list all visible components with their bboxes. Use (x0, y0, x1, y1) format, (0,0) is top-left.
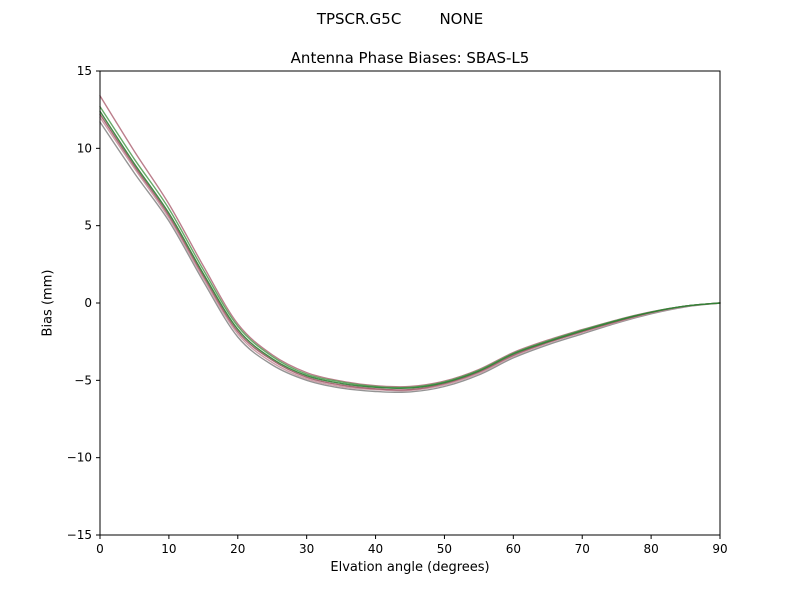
x-tick-label: 50 (437, 542, 452, 556)
y-tick-label: −5 (74, 373, 92, 387)
x-tick-label: 60 (506, 542, 521, 556)
y-tick-label: −15 (67, 528, 92, 542)
y-tick-label: 10 (77, 141, 92, 155)
x-axis-label: Elvation angle (degrees) (330, 560, 490, 575)
x-tick-label: 70 (575, 542, 590, 556)
y-tick-label: −10 (67, 451, 92, 465)
x-tick-label: 40 (368, 542, 383, 556)
data-line-series-6 (99, 110, 721, 390)
x-tick-label: 90 (712, 542, 727, 556)
x-tick-label: 80 (643, 542, 658, 556)
data-line-series-1 (99, 121, 721, 394)
x-tick-label: 0 (96, 542, 104, 556)
x-tick-label: 20 (230, 542, 245, 556)
x-tick-label: 10 (161, 542, 176, 556)
y-tick-label: 5 (84, 219, 92, 233)
figure-suptitle: TPSCR.G5C NONE (316, 10, 484, 28)
data-line-series-2 (99, 95, 721, 388)
data-line-series-4 (99, 113, 721, 391)
x-tick-label: 30 (299, 542, 314, 556)
chart-title: Antenna Phase Biases: SBAS-L5 (290, 49, 530, 67)
axes-frame (99, 70, 721, 536)
y-tick-label: 15 (77, 64, 92, 78)
y-tick-label: 0 (84, 296, 92, 310)
